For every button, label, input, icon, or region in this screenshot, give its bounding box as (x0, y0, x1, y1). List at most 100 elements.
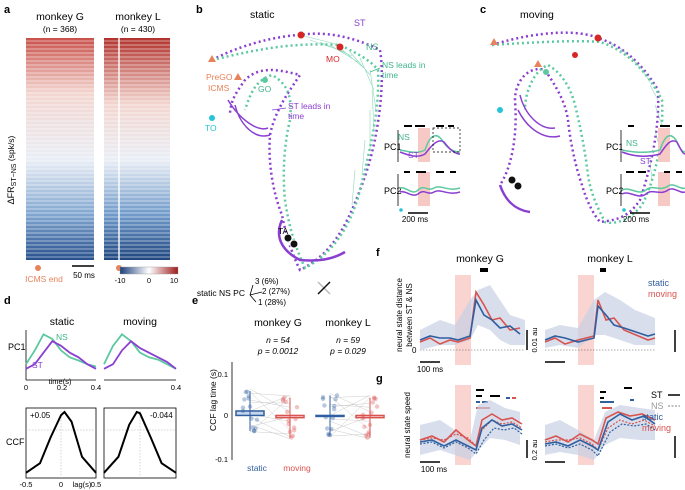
d-ns-label: NS (56, 332, 68, 342)
data-point (290, 433, 295, 439)
ccf-plots (25, 410, 177, 474)
f-zero: 0 (412, 346, 417, 355)
data-point (366, 430, 371, 435)
pair-line (249, 397, 291, 433)
pc2-label: 2 (27%) (262, 287, 290, 296)
data-point (325, 426, 330, 431)
label-st: ST (354, 18, 366, 28)
prego-marker-moving (594, 34, 602, 42)
inset-b-scale: 200 ms (402, 215, 428, 224)
pair-line (249, 392, 291, 397)
data-point (285, 409, 290, 415)
pc-axes-legend: static NS PC 3 (6%) 2 (27%) 1 (28%) (197, 277, 331, 307)
panel-letter-d: d (4, 295, 11, 307)
icms-end-marker-g (35, 265, 41, 271)
d-xtick-0: 0 (24, 383, 28, 392)
svg-text:ΔFRST−NS (spk/s): ΔFRST−NS (spk/s) (6, 136, 18, 205)
data-point (360, 415, 366, 421)
panel-letter-a: a (4, 4, 11, 16)
pair-line (249, 424, 291, 440)
ccf-moving-value: -0.044 (150, 411, 173, 420)
data-point (326, 432, 331, 438)
pc1-plots (25, 333, 177, 370)
pair-line (329, 396, 371, 431)
st-leads-label-1: ST leads in (288, 101, 331, 111)
pc1-line-st-moving (103, 340, 177, 370)
data-point (252, 428, 257, 434)
data-point (333, 397, 338, 402)
panel-e: e monkey G n = 54 p = 0.0012 monkey L n … (192, 295, 385, 473)
label-go: GO (258, 84, 272, 94)
d-st-label: ST (32, 360, 43, 370)
data-point (332, 403, 337, 409)
g-scale-x: 100 ms (421, 465, 447, 474)
heatmap-g-title: monkey G (36, 11, 84, 23)
data-point (289, 435, 294, 440)
panel-c: c moving PC1 PC2 NS ST (480, 4, 685, 224)
data-point (287, 429, 293, 434)
icms-marker-static (208, 55, 216, 62)
panel-letter-c: c (480, 4, 486, 16)
ccf-curve-static (25, 410, 97, 474)
data-point (246, 393, 251, 399)
panel-letter-f: f (376, 247, 380, 259)
d-xlabel-top: time(s) (49, 377, 72, 386)
data-point (249, 416, 254, 421)
data-point (327, 432, 333, 438)
e-ytick-zero: 0 (224, 411, 228, 420)
data-point (373, 396, 378, 402)
inset-c: PC1 PC2 NS ST 200 ms (606, 125, 685, 224)
data-point (280, 398, 286, 404)
e-n-l: n = 59 (336, 335, 360, 345)
ta-marker-static (283, 233, 293, 243)
data-point (293, 416, 298, 422)
data-point (250, 425, 255, 431)
ns-trajectory-moving (491, 39, 664, 224)
data-point (292, 428, 297, 433)
prego-marker-static (297, 31, 305, 39)
d-pc1-label: PC1 (8, 342, 26, 352)
g-scale-y: 0.2 au (530, 440, 539, 461)
panel-d: d static moving PC1 0 0.2 0.4 0.4 time(s… (4, 295, 181, 489)
svg-text:static NS PC: static NS PC (197, 288, 245, 298)
colorbar-tick-zero: 0 (147, 276, 151, 285)
data-point (245, 389, 250, 394)
pair-line (329, 393, 371, 412)
ccf-static-value: +0.05 (30, 411, 51, 420)
inset-b-pc2: PC2 (384, 186, 402, 196)
panel-a: a monkey G (n = 368) monkey L (n = 430) … (4, 4, 179, 285)
data-point (366, 432, 371, 437)
e-monkey-g: monkey G (254, 317, 302, 329)
panel-letter-g: g (376, 373, 383, 385)
ns-leads-label-2: time (382, 70, 398, 80)
inset-b: PC1 PC2 NS ST 200 ms (384, 125, 461, 224)
pair-line (249, 388, 291, 412)
icms-marker-moving (490, 38, 498, 45)
ns-leads-links (299, 34, 377, 206)
st-leads-label-2: time (288, 111, 304, 121)
pair-line (329, 395, 371, 398)
pair-line (249, 395, 291, 412)
pair-line (329, 416, 371, 432)
e-legend-static: static (247, 463, 268, 473)
panel-b-title: static (250, 9, 275, 21)
data-point (322, 403, 327, 408)
data-point (286, 418, 291, 424)
d-lag-tick-min: -0.5 (20, 480, 33, 489)
data-point (363, 433, 368, 438)
data-point (254, 417, 260, 422)
data-point (330, 415, 335, 421)
g-legend-moving: moving (642, 423, 671, 433)
e-ylabel: CCF lag time (s) (208, 369, 218, 431)
pc1-label: 1 (28%) (258, 298, 286, 307)
label-prego: PreGO (206, 72, 233, 82)
pair-line (249, 391, 291, 431)
st-trajectory-static (211, 32, 384, 272)
data-point (320, 395, 326, 400)
data-point (374, 404, 380, 409)
st-trajectory-moving (491, 31, 660, 224)
data-point (252, 428, 257, 434)
heatmap-g-count: (n = 368) (43, 24, 77, 34)
inset-c-pc1: PC1 (606, 142, 624, 152)
